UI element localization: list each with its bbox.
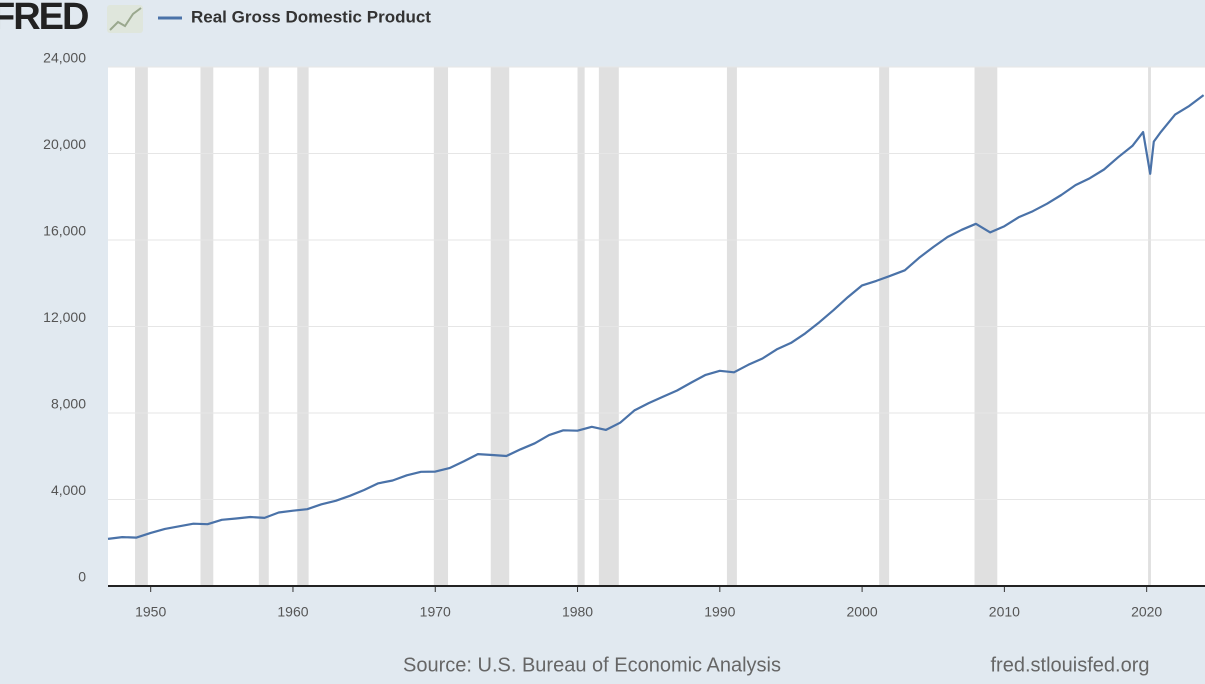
x-tick-label: 1960 xyxy=(277,604,308,620)
y-tick-label: 0 xyxy=(78,569,86,585)
x-tick-label: 1980 xyxy=(562,604,593,620)
y-tick-label: 8,000 xyxy=(51,396,86,412)
y-tick-label: 16,000 xyxy=(43,223,86,239)
site: fred.stlouisfed.org xyxy=(991,654,1150,676)
x-tick-label: 2020 xyxy=(1131,604,1162,620)
x-tick-label: 1950 xyxy=(135,604,166,620)
y-tick-label: 24,000 xyxy=(43,50,86,66)
legend-label: Real Gross Domestic Product xyxy=(191,7,431,26)
logo: FRED xyxy=(0,0,88,38)
source: Source: U.S. Bureau of Economic Analysis xyxy=(403,654,781,676)
y-tick-label: 12,000 xyxy=(43,309,86,325)
x-tick-label: 2000 xyxy=(847,604,878,620)
x-tick-label: 1990 xyxy=(704,604,735,620)
x-tick-label: 2010 xyxy=(989,604,1020,620)
logo-icon xyxy=(107,5,143,33)
series-line xyxy=(107,94,1205,540)
y-tick-label: 4,000 xyxy=(51,482,86,498)
x-tick-label: 1970 xyxy=(420,604,451,620)
y-tick-label: 20,000 xyxy=(43,136,86,152)
